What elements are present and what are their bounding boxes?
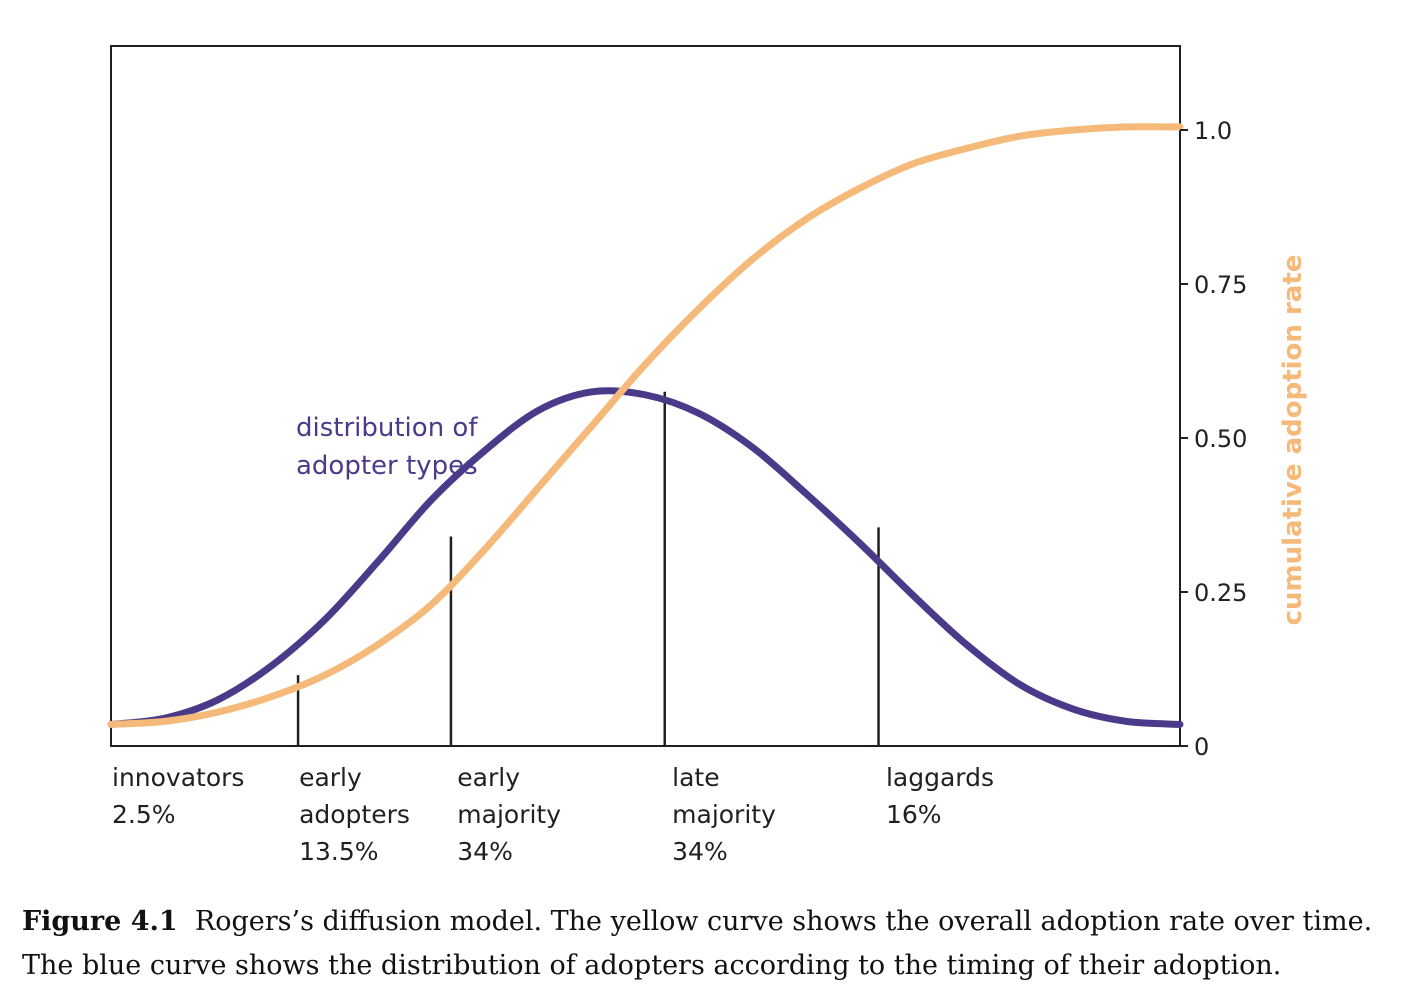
category-label-5-line-1: laggards — [886, 763, 994, 792]
series-annotation-line-1: distribution of — [296, 413, 478, 443]
caption-text: Rogers’s diffusion model. The yellow cur… — [22, 906, 1373, 981]
category-label-4-line-1: late — [672, 763, 719, 792]
y-tick-label: 0 — [1194, 733, 1209, 761]
figure-caption: Figure 4.1 Rogers’s diffusion model. The… — [22, 900, 1412, 988]
y-tick-label: 0.50 — [1194, 425, 1247, 453]
y-tick-label: 0.25 — [1194, 579, 1247, 607]
category-label-1-line-1: innovators — [112, 763, 244, 792]
y-axis-title: cumulative adoption rate — [1278, 255, 1308, 626]
category-label-1-line-2: 2.5% — [112, 800, 176, 829]
cumulative-adoption-curve — [107, 123, 1184, 728]
category-label-2-line-1: early — [299, 763, 362, 792]
category-label-2-line-3: 13.5% — [299, 837, 378, 866]
category-label-3-line-2: majority — [457, 800, 561, 829]
plot-frame — [110, 45, 1181, 747]
category-label-3-line-3: 34% — [457, 837, 513, 866]
category-label-4-line-3: 34% — [672, 837, 728, 866]
category-label-4-line-2: majority — [672, 800, 776, 829]
category-label-3-line-1: early — [457, 763, 520, 792]
caption-label: Figure 4.1 — [22, 906, 178, 937]
y-tick-label: 1.0 — [1194, 117, 1232, 145]
diffusion-chart: 0 0.25 0.50 0.75 1.0 cumulative adoption rate… — [107, 45, 1308, 866]
distribution-curve — [107, 387, 1184, 728]
category-label-5-line-2: 16% — [886, 800, 942, 829]
category-label-2-line-2: adopters — [299, 800, 410, 829]
y-tick-label: 0.75 — [1194, 271, 1247, 299]
series-annotation-line-2: adopter types — [296, 451, 478, 481]
